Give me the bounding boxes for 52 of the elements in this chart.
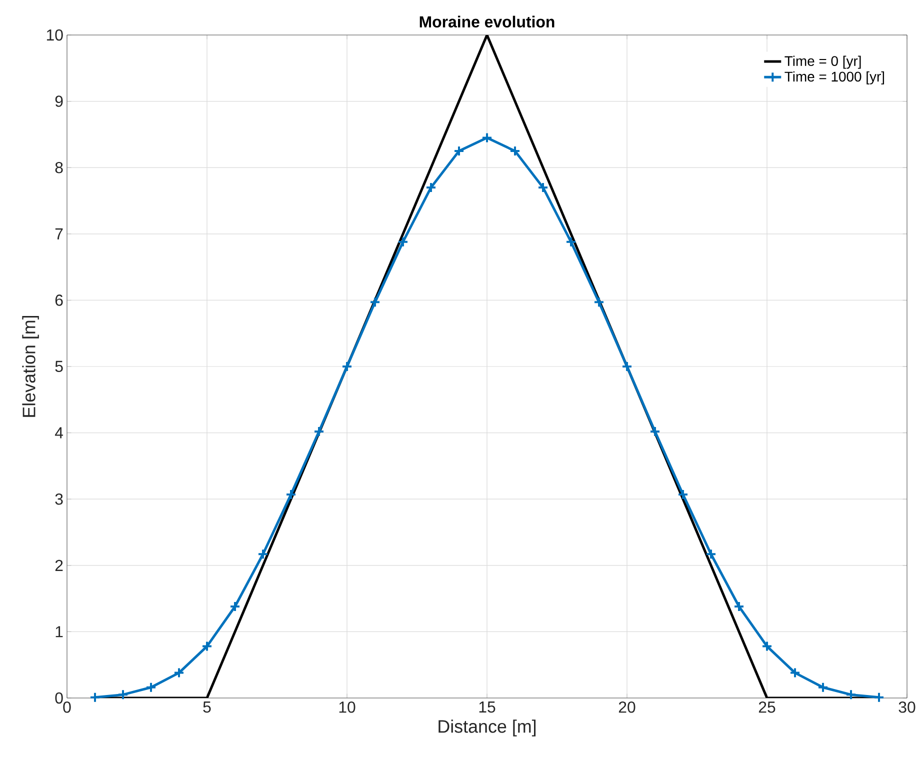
x-tick-label: 25	[758, 702, 776, 713]
point	[678, 488, 689, 500]
y-tick-label: 1	[56, 626, 63, 638]
point	[426, 182, 437, 193]
y-tick-label: 3	[55, 493, 63, 505]
point	[118, 689, 128, 700]
point	[454, 146, 465, 157]
y-tick-label: 6	[55, 294, 63, 306]
y-tick-label: 0	[55, 692, 63, 704]
point	[538, 182, 549, 193]
point	[874, 692, 885, 703]
point	[846, 689, 857, 700]
y-tick-label: 8	[55, 162, 63, 174]
point	[90, 692, 100, 703]
x-tick-label: 30	[898, 702, 916, 713]
y-tick-label: 4	[54, 427, 64, 438]
point	[342, 360, 353, 372]
point	[398, 236, 409, 248]
y-tick-label: 10	[46, 29, 63, 41]
point	[370, 296, 381, 308]
point	[818, 682, 829, 693]
chart-title: Moraine evolution	[420, 16, 554, 28]
point	[594, 296, 605, 308]
point	[146, 682, 156, 693]
point	[734, 601, 745, 612]
x-tick-label: 5	[203, 702, 211, 713]
point	[174, 667, 184, 678]
y-tick-label: 5	[55, 360, 63, 372]
y-tick-label: 7	[55, 228, 63, 240]
point	[650, 426, 661, 437]
x-tick-label: 10	[339, 702, 356, 713]
point	[706, 548, 717, 560]
point	[790, 667, 801, 678]
point	[286, 488, 297, 500]
point	[314, 426, 325, 437]
point	[258, 548, 269, 560]
x-tick-label: 15	[479, 702, 496, 713]
legend-label: Time = 0 [yr]	[784, 56, 861, 69]
y-axis-title: Elevation [m]	[22, 316, 39, 417]
x-axis-title: Distance [m]	[438, 720, 536, 736]
point	[230, 601, 241, 612]
point	[622, 360, 633, 372]
y-tick-label: 9	[55, 96, 63, 107]
point	[510, 146, 521, 157]
point	[566, 236, 577, 248]
point	[762, 640, 773, 652]
y-tick-label: 2	[55, 560, 63, 571]
legend-label: Time = 1000 [yr]	[784, 71, 884, 84]
point	[482, 132, 493, 144]
x-tick-label: 0	[63, 702, 71, 713]
point	[202, 640, 213, 652]
x-tick-label: 20	[618, 702, 636, 713]
